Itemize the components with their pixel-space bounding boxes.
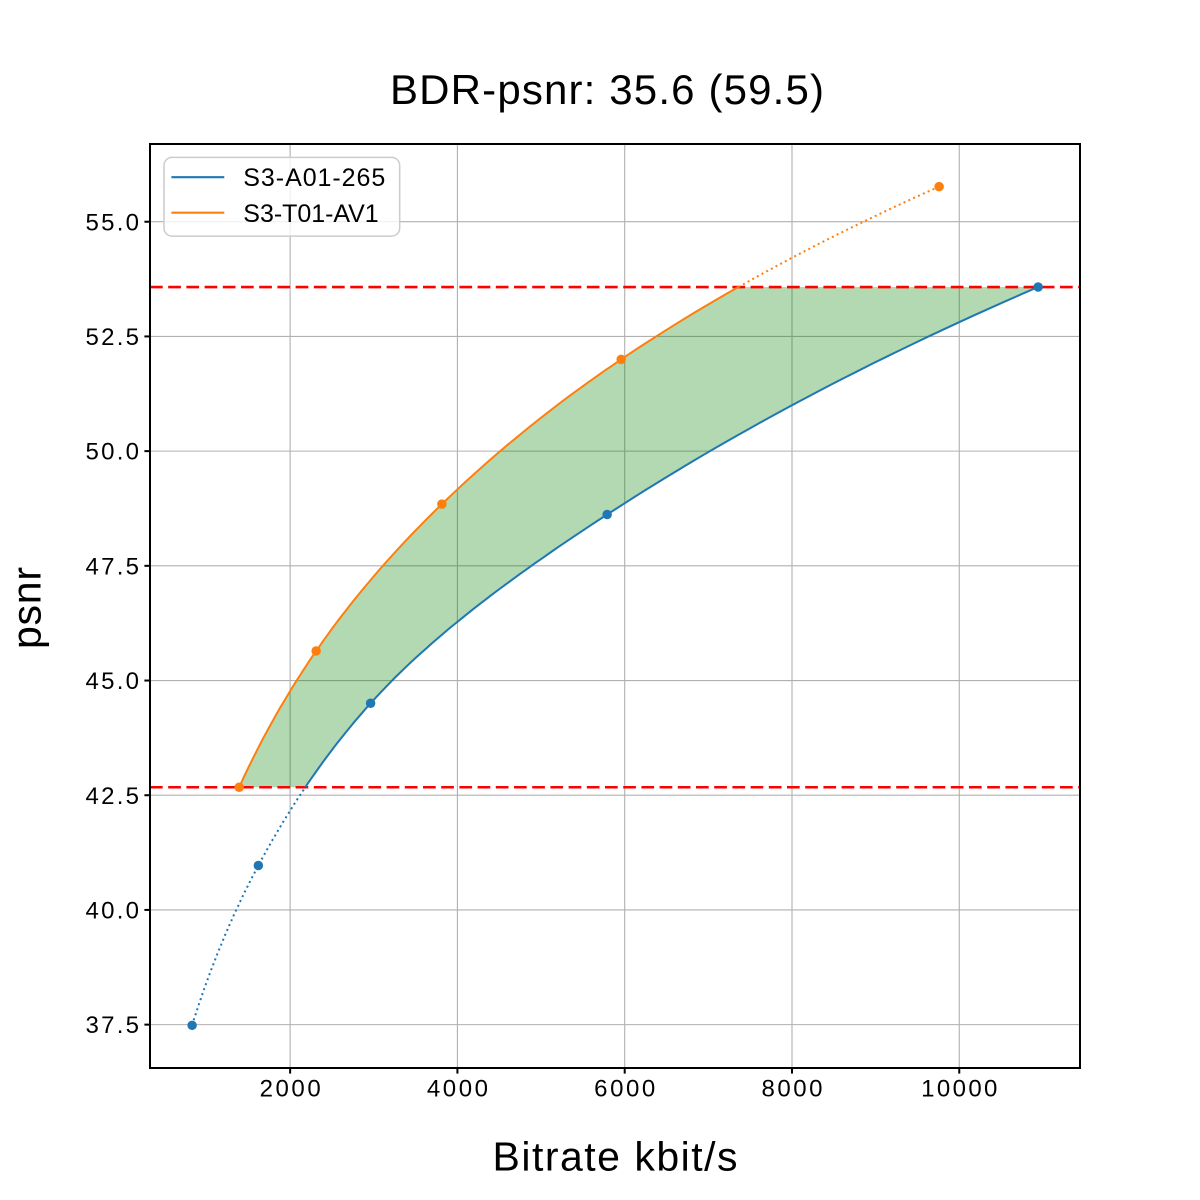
svg-text:47.5: 47.5 [86,553,140,580]
svg-text:55.0: 55.0 [86,209,140,236]
svg-text:psnr: psnr [4,567,50,649]
svg-text:50.0: 50.0 [86,439,140,466]
svg-text:10000: 10000 [921,1076,997,1103]
svg-text:40.0: 40.0 [86,898,140,925]
svg-text:Bitrate kbit/s: Bitrate kbit/s [493,1134,738,1180]
svg-text:S3-A01-265: S3-A01-265 [243,164,385,192]
svg-text:52.5: 52.5 [86,324,140,351]
svg-text:42.5: 42.5 [86,783,140,810]
svg-text:45.0: 45.0 [86,668,140,695]
svg-text:37.5: 37.5 [86,1012,140,1039]
svg-text:S3-T01-AV1: S3-T01-AV1 [243,200,378,228]
svg-text:BDR-psnr: 35.6 (59.5): BDR-psnr: 35.6 (59.5) [390,66,824,113]
